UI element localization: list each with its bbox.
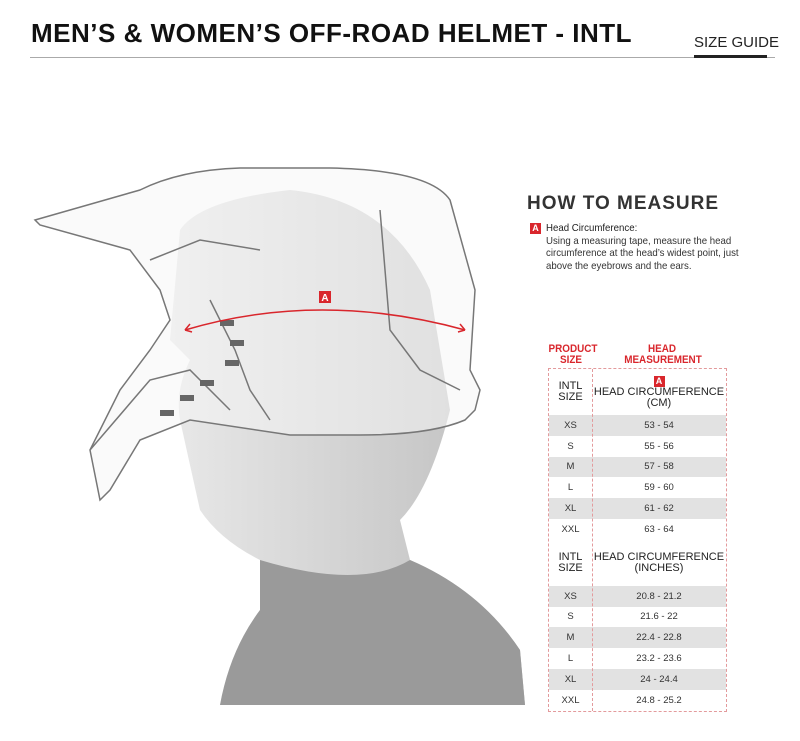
measure-label-text: HEAD CIRCUMFERENCE (CM) bbox=[593, 385, 725, 409]
size-cell: XL bbox=[564, 503, 577, 515]
instruction-heading: Head Circumference: bbox=[546, 222, 638, 234]
size-cell: M bbox=[566, 461, 575, 473]
measurement-cell: 20.8 - 21.2 bbox=[636, 590, 682, 602]
table-row: XL 24 - 24.4 bbox=[549, 668, 726, 690]
size-cell: XXL bbox=[561, 523, 580, 535]
section-header: INTL SIZE HEAD CIRCUMFERENCE (INCHES) bbox=[549, 540, 726, 586]
measurement-cell: 23.2 - 23.6 bbox=[636, 653, 682, 665]
marker-badge: A bbox=[530, 223, 541, 234]
table-row: XXL 24.8 - 25.2 bbox=[549, 690, 726, 711]
measurement-arc bbox=[184, 309, 466, 331]
table-row: S 21.6 - 22 bbox=[549, 607, 726, 628]
table-row: XS 20.8 - 21.2 bbox=[549, 585, 726, 607]
measurement-cell: 63 - 64 bbox=[644, 523, 674, 535]
helmet-outline bbox=[33, 167, 481, 502]
table-row: XL 61 - 62 bbox=[549, 498, 726, 519]
measurement-cell: 61 - 62 bbox=[644, 503, 674, 515]
measurement-cell: 24.8 - 25.2 bbox=[636, 694, 682, 706]
measurement-cell: 53 - 54 bbox=[644, 419, 674, 431]
measure-label-text: HEAD CIRCUMFERENCE (INCHES) bbox=[593, 550, 725, 574]
size-cell: L bbox=[567, 653, 574, 665]
measure-instructions: A Head Circumference: Using a measuring … bbox=[530, 222, 766, 272]
size-cell: L bbox=[567, 482, 574, 494]
measure-label: HEAD CIRCUMFERENCE (INCHES) bbox=[592, 550, 726, 574]
table-row: M 22.4 - 22.8 bbox=[549, 627, 726, 649]
helmet-illustration: A bbox=[33, 167, 525, 705]
instruction-text: Using a measuring tape, measure the head… bbox=[546, 234, 739, 272]
measurement-cell: 55 - 56 bbox=[644, 440, 674, 452]
measurement-cell: 21.6 - 22 bbox=[640, 611, 678, 623]
measurement-cell: 22.4 - 22.8 bbox=[636, 632, 682, 644]
size-cell: S bbox=[567, 611, 574, 623]
product-size-header: PRODUCT SIZE bbox=[548, 343, 598, 366]
size-guide-underline bbox=[694, 55, 767, 58]
chin-vent-pattern bbox=[160, 320, 244, 416]
size-cell: XS bbox=[564, 590, 577, 602]
table-row: XS 53 - 54 bbox=[549, 415, 726, 436]
page-title: MEN’S & WOMEN’S OFF-ROAD HELMET - INTL bbox=[31, 18, 633, 48]
how-to-measure-title: HOW TO MEASURE bbox=[527, 193, 720, 214]
table-row: S 55 - 56 bbox=[549, 436, 726, 457]
size-cell: S bbox=[567, 440, 574, 452]
size-cell: M bbox=[566, 632, 575, 644]
measurement-cell: 57 - 58 bbox=[644, 461, 674, 473]
column-divider bbox=[592, 369, 593, 711]
size-label: INTL SIZE bbox=[558, 550, 583, 574]
section-header: INTL SIZE A HEAD CIRCUMFERENCE (CM) bbox=[549, 369, 726, 415]
size-cell: XL bbox=[564, 673, 577, 685]
shirt bbox=[220, 560, 525, 705]
table-row: XXL 63 - 64 bbox=[549, 519, 726, 540]
table-row: L 59 - 60 bbox=[549, 477, 726, 498]
table-row: M 57 - 58 bbox=[549, 456, 726, 478]
divider bbox=[30, 57, 775, 58]
arc-marker-badge bbox=[319, 291, 331, 303]
table-row: L 23.2 - 23.6 bbox=[549, 648, 726, 669]
measurement-cell: 59 - 60 bbox=[644, 482, 674, 494]
measure-label: A HEAD CIRCUMFERENCE (CM) bbox=[592, 375, 726, 409]
size-cell: XXL bbox=[561, 694, 580, 706]
marker-badge: A bbox=[653, 375, 665, 387]
measurement-cell: 24 - 24.4 bbox=[640, 673, 678, 685]
head-measurement-header: HEAD MEASUREMENT bbox=[624, 343, 702, 366]
size-label: INTL SIZE bbox=[558, 380, 583, 403]
arc-arrowheads bbox=[184, 323, 466, 333]
size-table: INTL SIZE A HEAD CIRCUMFERENCE (CM) XS 53 -… bbox=[548, 368, 727, 712]
size-guide-label: SIZE GUIDE bbox=[694, 34, 780, 51]
size-cell: XS bbox=[564, 419, 577, 431]
arc-marker: A bbox=[321, 293, 328, 304]
